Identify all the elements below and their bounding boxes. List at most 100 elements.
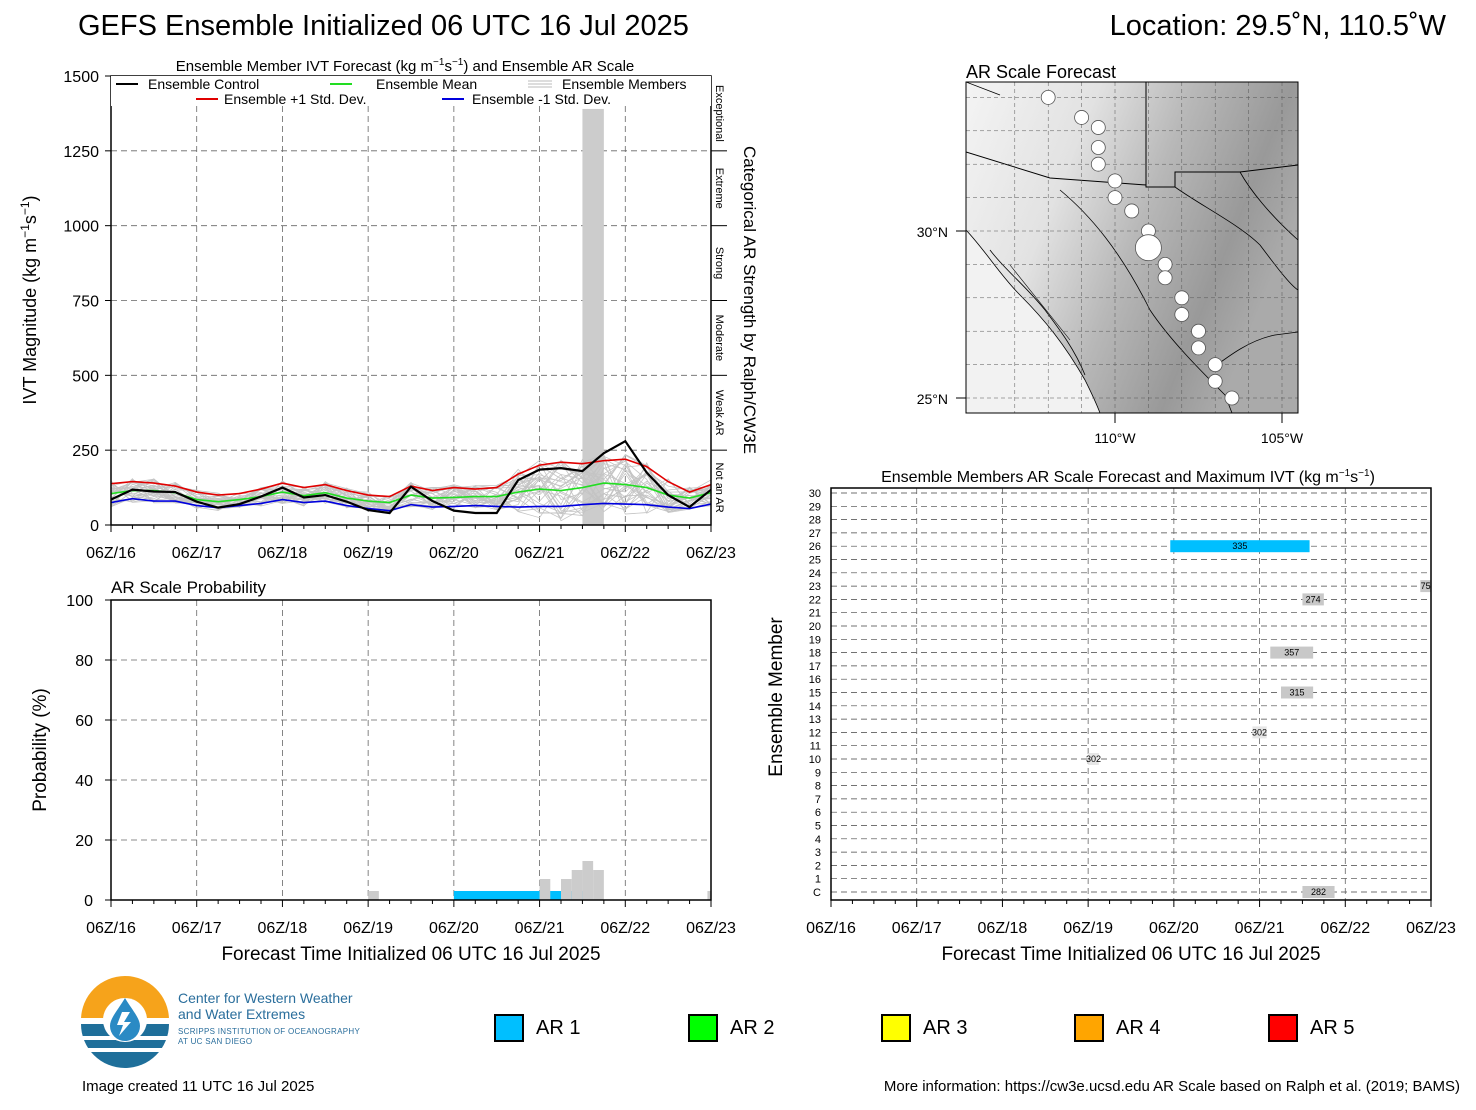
legend-control: Ensemble Control (148, 76, 259, 92)
ar1-swatch (494, 1014, 524, 1042)
ivt-ar-bar (582, 108, 604, 525)
members-ytick-label: 24 (809, 568, 821, 580)
logo-line3: SCRIPPS INSTITUTION OF OCEANOGRAPHY (178, 1027, 361, 1036)
category-label: Not an AR (713, 463, 725, 513)
ar2-label: AR 2 (730, 1016, 775, 1039)
legend-mean: Ensemble Mean (376, 76, 477, 92)
members-bar (1270, 646, 1314, 659)
map-point (1174, 307, 1190, 322)
ar3-label: AR 3 (923, 1016, 968, 1039)
prob-bar (561, 879, 572, 900)
ivt-series-line (110, 497, 712, 512)
members-ytick-label: 23 (809, 581, 821, 593)
ivt-member-line (110, 461, 712, 515)
members-xtick-label: 06Z/21 (1235, 920, 1285, 937)
chart-title: GEFS Ensemble Initialized 06 UTC 16 Jul … (78, 10, 689, 42)
map-frame (965, 81, 1299, 414)
map-point (1040, 90, 1056, 105)
ivt-xtick-label: 06Z/18 (258, 545, 308, 562)
members-bar (1281, 686, 1314, 699)
prob-bar (539, 879, 551, 900)
ivt-ytick-label: 750 (72, 294, 99, 311)
members-ytick-label: 9 (815, 767, 821, 779)
ivt-member-line (110, 462, 712, 519)
prob-bar (707, 891, 711, 900)
prob-xtick-label: 06Z/21 (515, 920, 565, 937)
category-label: Exceptional (713, 85, 725, 142)
prob-xtick-label: 06Z/23 (686, 920, 736, 937)
map-point (1157, 256, 1173, 272)
legend-members: Ensemble Members (562, 76, 687, 92)
prob-bar (368, 891, 379, 900)
members-ytick-label: 22 (809, 594, 821, 606)
members-bar (1252, 726, 1267, 739)
members-xlabel: Forecast Time Initialized 06 UTC 16 Jul … (941, 944, 1320, 965)
members-ytick-label: C (813, 887, 821, 899)
prob-xtick-label: 06Z/17 (172, 920, 222, 937)
members-ytick-label: 14 (809, 701, 821, 713)
members-ytick-label: 16 (809, 674, 821, 686)
members-xtick-label: 06Z/23 (1406, 920, 1456, 937)
map-coast-west (966, 229, 1101, 413)
members-bar (1302, 593, 1324, 606)
ivt-xtick-label: 06Z/20 (429, 545, 479, 562)
map-lon-105: 105°W (1261, 430, 1304, 446)
map-panel: AR Scale Forecast (917, 62, 1304, 446)
members-xtick-label: 06Z/16 (806, 920, 856, 937)
logo-line4: AT UC SAN DIEGO (178, 1037, 253, 1046)
ivt-legend: Ensemble Control Ensemble Mean Ensemble … (111, 76, 711, 107)
prob-xtick-label: 06Z/19 (343, 920, 393, 937)
category-label: Strong (713, 247, 725, 279)
prob-bar (571, 870, 583, 900)
ar5-label: AR 5 (1310, 1016, 1355, 1039)
ivt-xtick-label: 06Z/16 (86, 545, 136, 562)
members-ytick-label: 8 (815, 781, 821, 793)
map-point (1207, 357, 1223, 373)
members-xtick-label: 06Z/17 (892, 920, 942, 937)
members-xtick-label: 06Z/19 (1063, 920, 1113, 937)
prob-ytick-label: 40 (75, 773, 93, 790)
prob-ylabel: Probability (%) (30, 688, 51, 812)
members-xtick-label: 06Z/18 (978, 920, 1028, 937)
members-ytick-label: 26 (809, 541, 821, 553)
category-label: Extreme (713, 168, 725, 209)
members-ytick-label: 6 (815, 807, 821, 819)
map-lat-30: 30°N (917, 224, 948, 240)
members-plot-frame (830, 487, 1432, 901)
prob-ytick-label: 100 (66, 593, 93, 610)
members-ytick-label: 7 (815, 794, 821, 806)
map-point (1124, 203, 1140, 219)
ivt-xtick-label: 06Z/22 (600, 545, 650, 562)
members-ytick-label: 18 (809, 648, 821, 660)
map-point (1090, 156, 1106, 172)
prob-xlabel: Forecast Time Initialized 06 UTC 16 Jul … (221, 944, 600, 965)
prob-ytick-label: 60 (75, 713, 93, 730)
ivt-panel: Ensemble Member IVT Forecast (kg m−1s−1)… (18, 57, 759, 562)
ar4-label: AR 4 (1116, 1016, 1161, 1039)
legend-minus-std: Ensemble -1 Std. Dev. (472, 91, 611, 107)
members-bar (1088, 753, 1099, 765)
ar-legend-4: AR 4 (1074, 1012, 1160, 1044)
prob-xtick-label: 06Z/22 (600, 920, 650, 937)
map-lat-25: 25°N (917, 391, 948, 407)
map-point (1224, 390, 1240, 406)
map-point (1191, 340, 1206, 356)
ivt-series-line (110, 439, 712, 515)
ar-legend-5: AR 5 (1268, 1012, 1354, 1044)
members-bar-label: 335 (1232, 541, 1247, 551)
members-bar-label: 357 (1284, 648, 1299, 658)
prob-ytick-label: 20 (75, 833, 93, 850)
ivt-ytick-label: 1500 (63, 69, 99, 86)
ivt-member-line (110, 453, 712, 513)
location-label: Location: 29.5˚N, 110.5˚W (1109, 10, 1446, 42)
cw3e-logo (81, 976, 169, 1068)
members-ytick-label: 28 (809, 515, 821, 527)
ar2-swatch (688, 1014, 718, 1042)
members-bar-label: 282 (1311, 887, 1326, 897)
members-xtick-label: 06Z/20 (1149, 920, 1199, 937)
map-point (1135, 234, 1162, 262)
members-bar (1170, 540, 1310, 553)
prob-bar (593, 870, 604, 900)
members-ytick-label: 19 (809, 634, 821, 646)
